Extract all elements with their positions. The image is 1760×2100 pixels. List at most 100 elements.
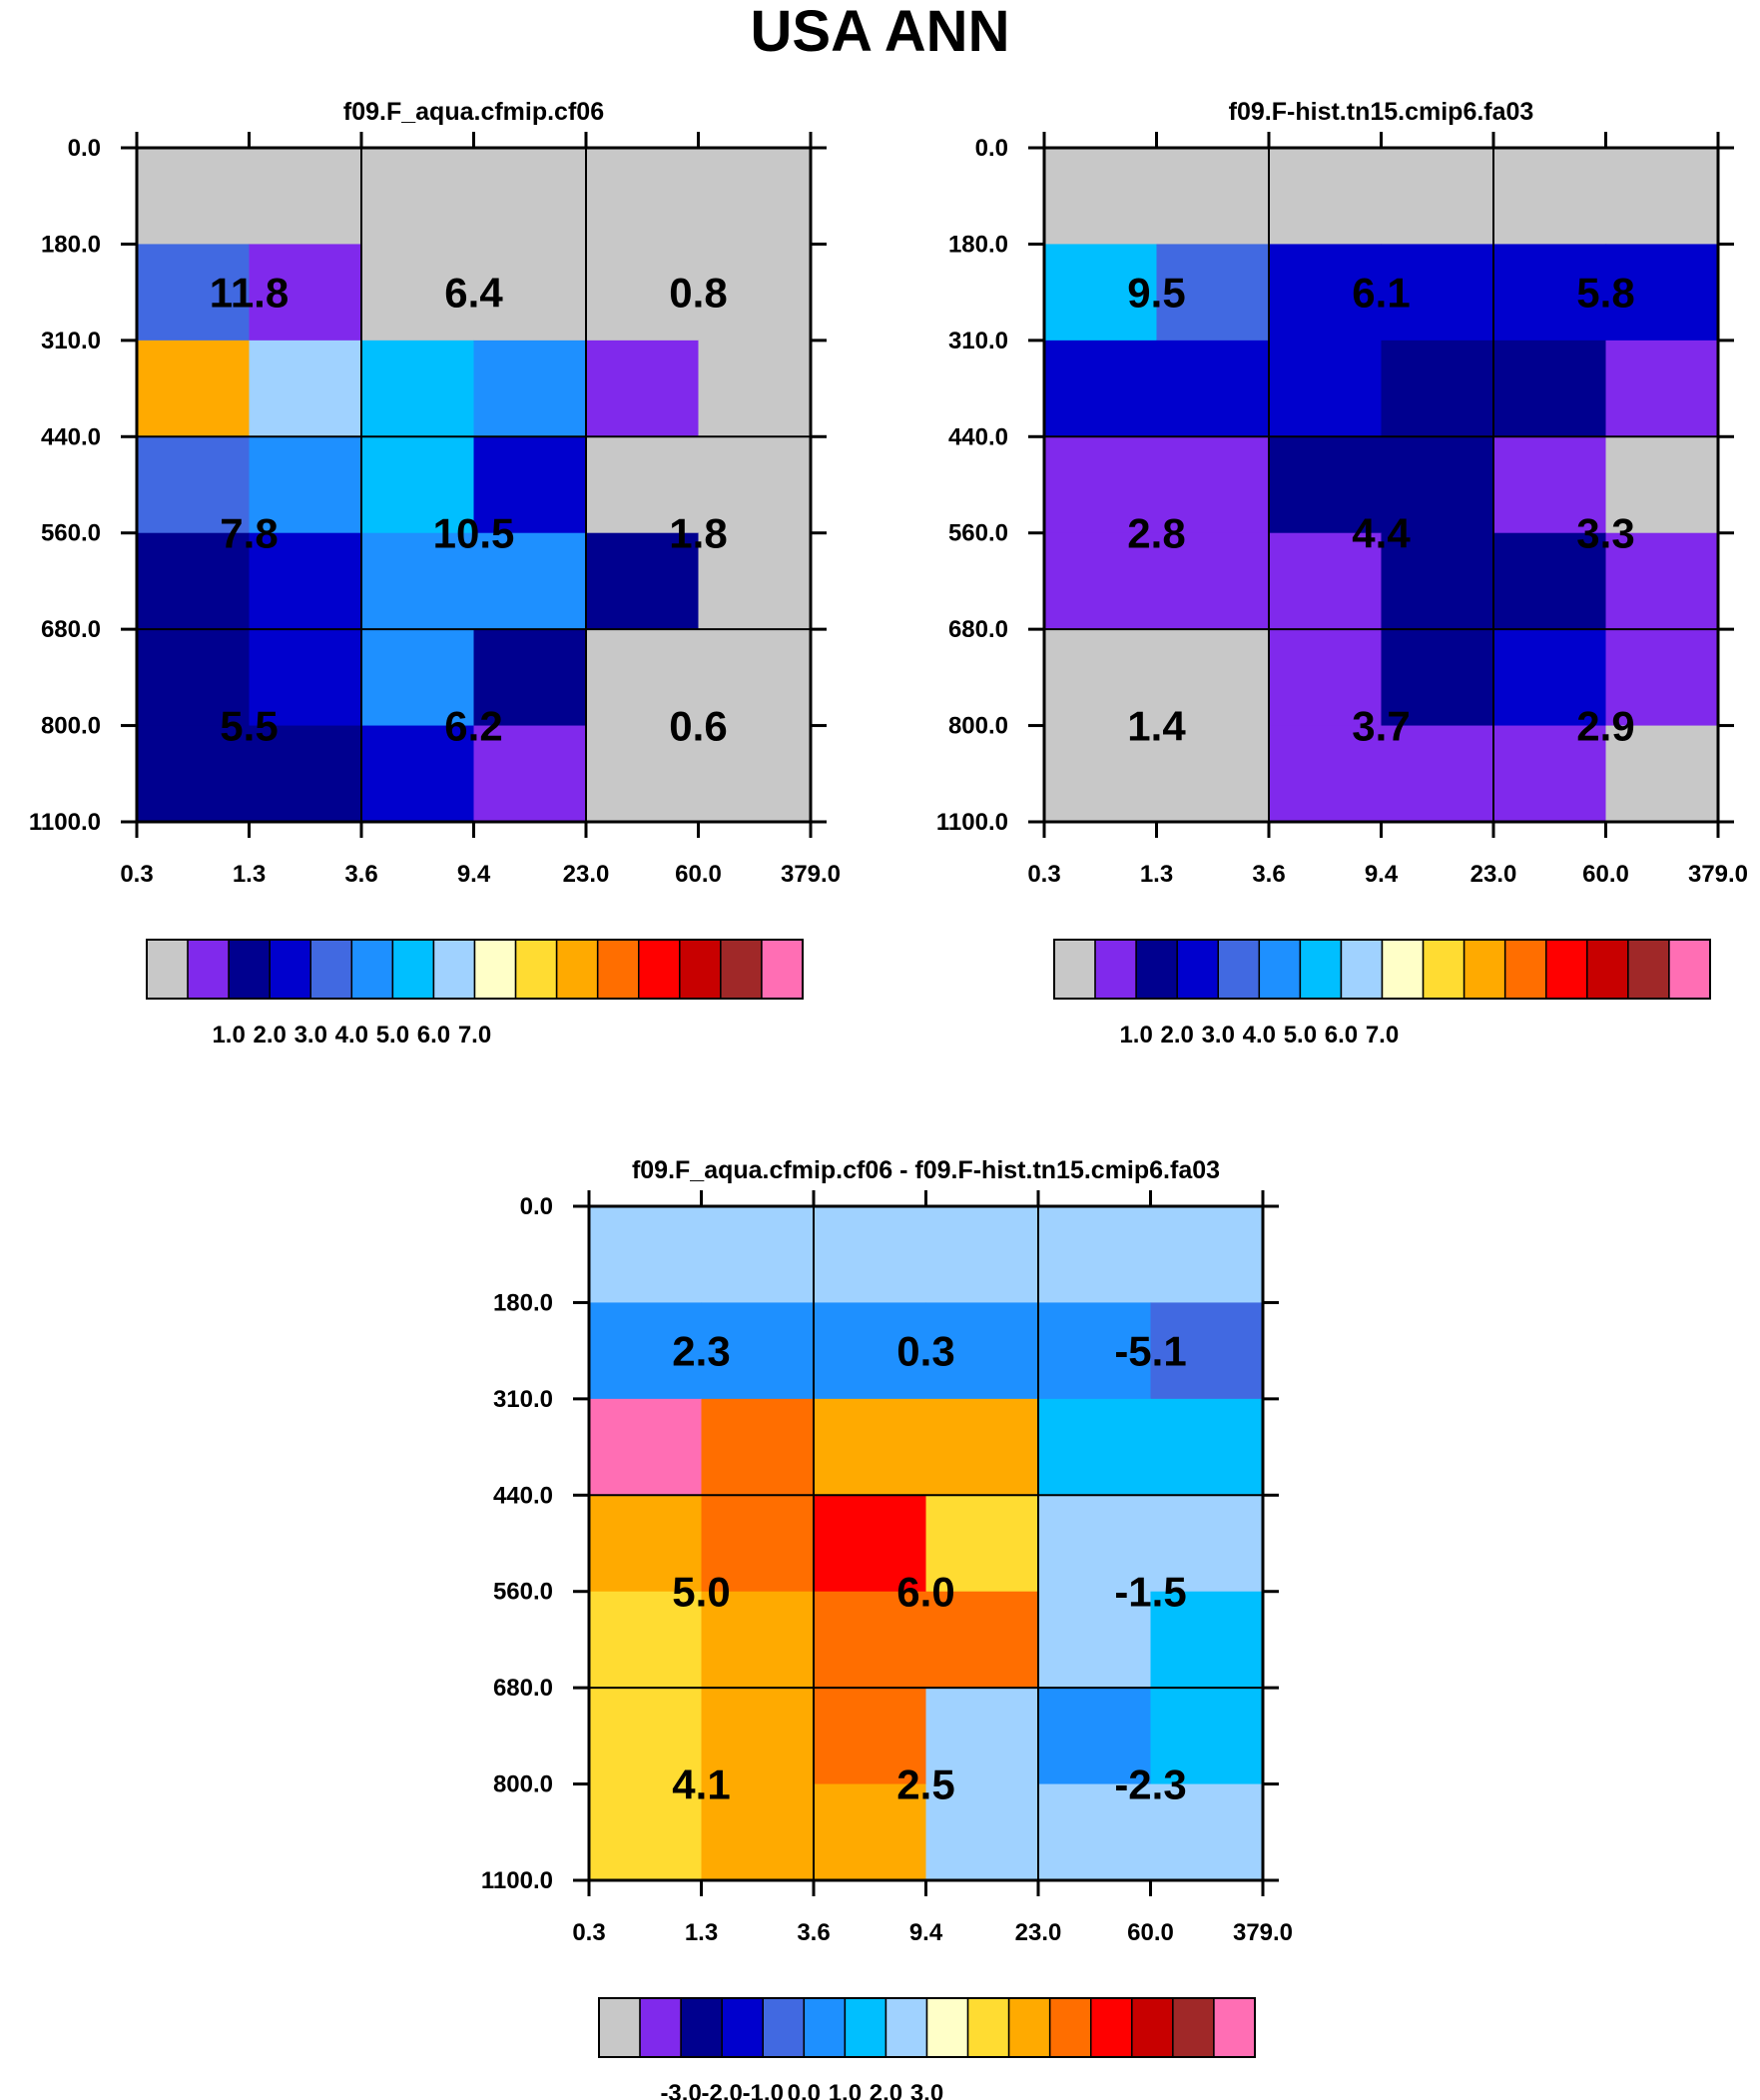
heatmap-cell [1156,436,1270,534]
bin-value-label: 3.7 [1352,703,1410,750]
heatmap-cell [589,1302,703,1400]
heatmap-cell [1269,532,1383,630]
colorbar-label: 2.0 [254,1022,287,1049]
bin-value-label: 2.3 [672,1328,730,1375]
heatmap-cell [586,148,700,246]
heatmap-cell [925,1688,1039,1785]
y-tick-label: 440.0 [41,423,101,450]
heatmap-cell [1493,532,1607,630]
heatmap-cell [1381,148,1494,246]
y-tick-label: 680.0 [41,616,101,643]
heatmap-cell [1269,436,1383,534]
y-tick-label: 560.0 [41,520,101,547]
colorbar-label: 7.0 [458,1022,491,1049]
heatmap-cell [1605,340,1719,437]
colorbar-swatch [1463,939,1506,1000]
bin-value-label: 6.0 [896,1569,954,1616]
x-tick-label: 9.4 [1365,861,1399,888]
heatmap-cell [1150,1591,1264,1689]
heatmap-cell [1381,725,1494,823]
colorbar-label: 3.0 [1202,1022,1235,1049]
heatmap-cell [698,532,812,630]
heatmap-cell [925,1206,1039,1304]
bin-value-label: 5.5 [220,703,278,750]
y-tick-label: 0.0 [68,135,101,162]
colorbar-swatch [391,939,435,1000]
panel-title: f09.F_aqua.cfmip.cf06 [343,98,604,126]
bin-value-label: 2.9 [1576,703,1634,750]
heatmap-cell [1044,725,1158,823]
heatmap-cell [698,340,812,437]
panel-title: f09.F_aqua.cfmip.cf06 - f09.F-hist.tn15.… [632,1156,1220,1184]
colorbar-swatch [925,1997,969,2058]
y-tick-label: 180.0 [41,231,101,258]
heatmap-cell [1038,1495,1152,1593]
heatmap-cell [925,1495,1039,1593]
heatmap-cell [814,1591,927,1689]
y-tick-label: 0.0 [975,135,1008,162]
colorbar-swatch [1217,939,1261,1000]
x-tick-label: 60.0 [1127,1919,1174,1946]
colorbar-swatch [555,939,599,1000]
colorbar-swatch [884,1997,928,2058]
x-tick-label: 23.0 [1470,861,1517,888]
heatmap-cell [249,725,362,823]
heatmap-cell [1156,244,1270,342]
y-tick-label: 560.0 [493,1579,553,1606]
heatmap-cell [1493,629,1607,727]
heatmap-cell [1156,340,1270,437]
heatmap-cell [701,1495,815,1593]
bin-value-label: 6.2 [444,703,502,750]
colorbar-label: 4.0 [335,1022,368,1049]
heatmap-cell [473,436,587,534]
heatmap-cell [1150,1783,1264,1881]
heatmap-cell [361,340,475,437]
heatmap-cell [137,725,251,823]
y-tick-label: 800.0 [493,1771,553,1798]
heatmap-cell [1156,629,1270,727]
colorbar-swatch [1422,939,1466,1000]
y-tick-label: 310.0 [948,328,1008,354]
heatmap-cell [1381,340,1494,437]
colorbar-swatch [514,939,558,1000]
heatmap-cell [1044,532,1158,630]
heatmap-cell [925,1591,1039,1689]
panel-model-b: f09.F-hist.tn15.cmip6.fa03 0.0 180.0 310.0 4… [936,98,1748,1049]
heatmap-cell [1150,1398,1264,1496]
heatmap-cell [473,340,587,437]
heatmap-cell [137,148,251,246]
heatmap-cell [1381,629,1494,727]
colorbar-label: -1.0 [743,2080,784,2100]
panel-model-a: f09.F_aqua.cfmip.cf06 0.0 180.0 310.0 440.0 5… [29,98,841,1049]
heatmap-cell [137,340,251,437]
bin-value-label: -5.1 [1114,1328,1186,1375]
heatmap-cell [698,725,812,823]
y-tick-label: 180.0 [493,1289,553,1316]
heatmap-cell [586,725,700,823]
panel-title: f09.F-hist.tn15.cmip6.fa03 [1229,98,1534,126]
heatmap-cell [1044,340,1158,437]
heatmap-cell [698,629,812,727]
colorbar-swatch [350,939,394,1000]
heatmap-cell [1038,1206,1152,1304]
x-tick-label: 60.0 [1582,861,1629,888]
heatmap-cell [1156,148,1270,246]
colorbar-label: 6.0 [1325,1022,1358,1049]
colorbar-label: 5.0 [376,1022,409,1049]
colorbar-swatch [844,1997,887,2058]
heatmap-cell [589,1495,703,1593]
colorbar-swatch [1131,1997,1174,2058]
heatmap-cell [1605,148,1719,246]
heatmap-cell [1381,532,1494,630]
heatmap-cell [701,1398,815,1496]
bin-value-label: 7.8 [220,510,278,557]
colorbar-label: 1.0 [212,1022,245,1049]
heatmap-cell [1038,1688,1152,1785]
colorbar-swatch [228,939,271,1000]
colorbar-swatch [1053,939,1096,1000]
bin-value-label: 2.8 [1127,510,1185,557]
bin-value-label: -1.5 [1114,1569,1186,1616]
heatmap-cell [1038,1783,1152,1881]
y-tick-label: 1100.0 [481,1867,553,1894]
y-tick-label: 800.0 [41,713,101,740]
